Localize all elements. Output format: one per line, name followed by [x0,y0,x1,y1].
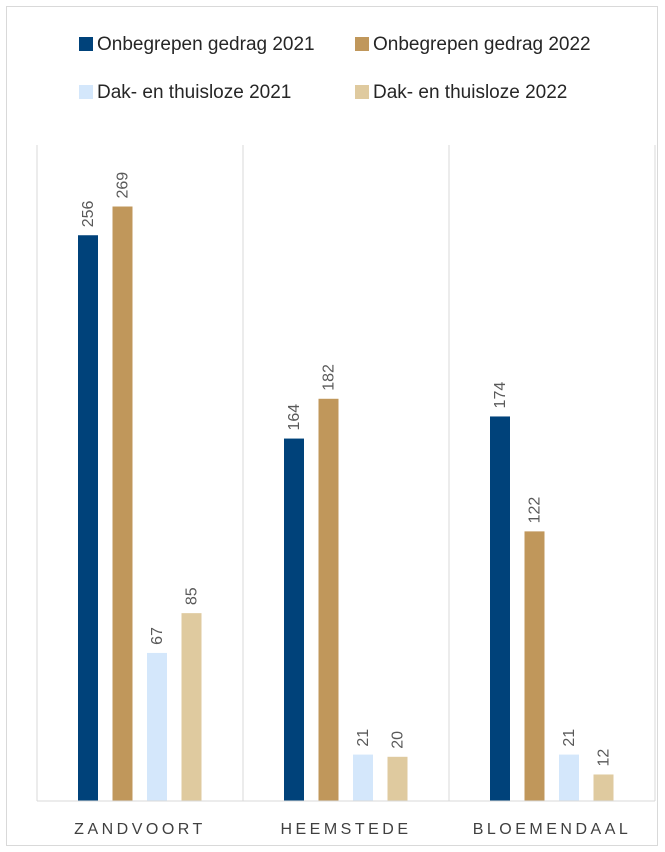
bar-zandvoort-dak-en-thuisloze-2021 [147,652,167,801]
bar-heemstede-dak-en-thuisloze-2022 [387,756,408,801]
bar-zandvoort-onbegrepen-gedrag-2022 [112,206,133,801]
bars [78,206,614,802]
data-label-heemstede-onbegrepen-gedrag-2021: 164 [286,404,303,431]
x-tick-label-zandvoort: ZANDVOORT [74,821,206,838]
bar-bloemendaal-dak-en-thuisloze-2022 [593,774,614,801]
bar-bloemendaal-onbegrepen-gedrag-2021 [490,416,510,801]
bar-zandvoort-onbegrepen-gedrag-2021 [78,235,98,802]
data-label-zandvoort-dak-en-thuisloze-2021: 67 [149,627,166,645]
x-axis: ZANDVOORT HEEMSTEDE BLOEMENDAAL [37,800,655,838]
data-labels: 256 269 67 85 164 182 21 20 174 122 21 12 [80,172,613,767]
bar-heemstede-dak-en-thuisloze-2021 [353,754,373,801]
bar-heemstede-onbegrepen-gedrag-2022 [318,398,339,801]
data-label-zandvoort-onbegrepen-gedrag-2021: 256 [80,200,97,227]
legend-swatch-onbegrepen-gedrag-2021 [79,37,93,51]
data-label-zandvoort-dak-en-thuisloze-2022: 85 [184,587,201,605]
data-label-bloemendaal-onbegrepen-gedrag-2022: 122 [527,497,544,524]
data-label-heemstede-dak-en-thuisloze-2021: 21 [355,729,372,747]
category-separators [36,145,656,801]
bar-heemstede-onbegrepen-gedrag-2021 [284,438,304,801]
data-label-heemstede-onbegrepen-gedrag-2022: 182 [321,364,338,391]
legend-swatch-dak-en-thuisloze-2022 [355,85,369,99]
data-label-bloemendaal-dak-en-thuisloze-2022: 12 [596,749,613,767]
legend: Onbegrepen gedrag 2021 Onbegrepen gedrag … [79,34,591,103]
bar-zandvoort-dak-en-thuisloze-2022 [181,613,202,801]
data-label-heemstede-dak-en-thuisloze-2022: 20 [390,731,407,749]
data-label-zandvoort-onbegrepen-gedrag-2022: 269 [115,172,132,199]
legend-swatch-dak-en-thuisloze-2021 [79,85,93,99]
x-tick-label-heemstede: HEEMSTEDE [280,821,411,838]
legend-label-dak-en-thuisloze-2021: Dak- en thuisloze 2021 [97,82,291,103]
legend-swatch-onbegrepen-gedrag-2022 [355,37,369,51]
data-label-bloemendaal-onbegrepen-gedrag-2021: 174 [492,382,509,409]
x-tick-label-bloemendaal: BLOEMENDAAL [473,821,632,838]
legend-label-onbegrepen-gedrag-2022: Onbegrepen gedrag 2022 [373,34,591,55]
data-label-bloemendaal-dak-en-thuisloze-2021: 21 [561,729,578,747]
legend-label-dak-en-thuisloze-2022: Dak- en thuisloze 2022 [373,82,567,103]
bar-bloemendaal-onbegrepen-gedrag-2022 [524,531,545,801]
bar-bloemendaal-dak-en-thuisloze-2021 [559,754,579,801]
legend-label-onbegrepen-gedrag-2021: Onbegrepen gedrag 2021 [97,34,315,55]
